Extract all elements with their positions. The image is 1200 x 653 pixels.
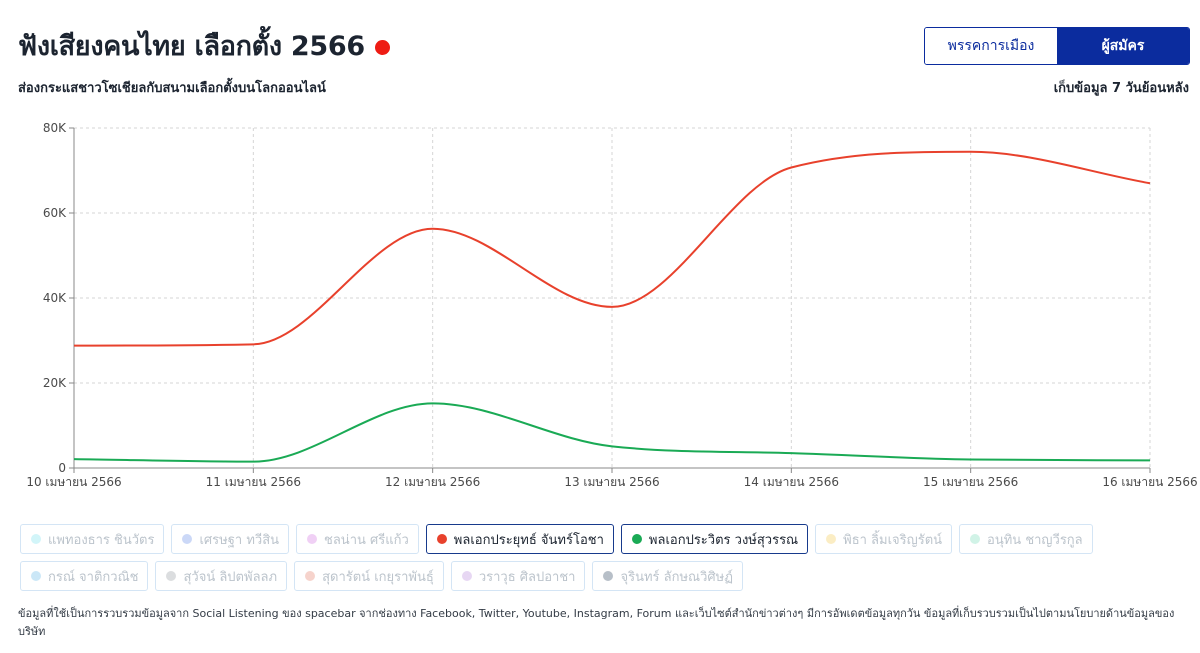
legend-chip[interactable]: จุรินทร์ ลักษณวิศิษฏ์ — [592, 561, 743, 591]
x-tick-label: 11 เมษายน 2566 — [206, 475, 301, 489]
line-chart: 0 20K 40K 60K 80K 10 เมษายน 2566 11 เมษายน 256… — [26, 121, 1197, 489]
candidate-tab-button[interactable]: ผู้สมัคร — [1057, 28, 1189, 64]
chart-axes — [69, 127, 1151, 473]
view-toggle: พรรคการเมือง ผู้สมัคร — [924, 27, 1190, 65]
legend-chip[interactable]: พิธา ลิ้มเจริญรัตน์ — [815, 524, 953, 554]
live-dot-icon — [374, 39, 390, 55]
chart-grid — [74, 127, 1151, 468]
legend-swatch-icon — [970, 534, 981, 544]
legend-swatch-icon — [603, 571, 614, 581]
x-tick-label: 12 เมษายน 2566 — [385, 475, 480, 489]
data-source-footnote: ข้อมูลที่ใช้เป็นการรวบรวมข้อมูลจาก Socia… — [18, 607, 1175, 638]
party-tab-button[interactable]: พรรคการเมือง — [925, 28, 1057, 64]
legend-label: ชลน่าน ศรีแก้ว — [324, 532, 409, 548]
legend-chip[interactable]: เศรษฐา ทวีสิน — [171, 524, 290, 554]
page-subtitle: ส่องกระแสชาวโซเชียลกับสนามเลือกตั้งบนโลก… — [18, 81, 326, 96]
candidate-legend: แพทองธาร ชินวัตร เศรษฐา ทวีสิน ชลน่าน ศรีแ… — [20, 524, 1190, 591]
chart-tick-labels: 0 20K 40K 60K 80K 10 เมษายน 2566 11 เมษายน 256… — [26, 121, 1197, 489]
page-title: ฟังเสียงคนไทย เลือกตั้ง 2566 — [18, 24, 390, 67]
x-tick-label: 10 เมษายน 2566 — [26, 475, 121, 489]
x-tick-label: 15 เมษายน 2566 — [923, 475, 1018, 489]
legend-chip[interactable]: พลเอกประยุทธ์ จันทร์โอชา — [425, 524, 614, 554]
legend-swatch-icon — [307, 534, 318, 544]
legend-label: สุวัจน์ ลิปตพัลลภ — [183, 569, 278, 585]
series-line-0 — [73, 150, 1151, 347]
x-tick-label: 13 เมษายน 2566 — [564, 475, 659, 489]
legend-label: จุรินทร์ ลักษณวิศิษฏ์ — [620, 569, 733, 585]
legend-chip[interactable]: อนุทิน ชาญวีรกูล — [959, 524, 1093, 554]
chart-series — [73, 150, 1151, 463]
legend-label: พิธา ลิ้มเจริญรัตน์ — [843, 532, 943, 548]
period-note: เก็บข้อมูล 7 วันย้อนหลัง — [1053, 81, 1189, 96]
legend-label: สุดารัตน์ เกยุราพันธุ์ — [322, 569, 434, 585]
legend-chip[interactable]: ชลน่าน ศรีแก้ว — [296, 524, 419, 554]
legend-chip[interactable]: สุวัจน์ ลิปตพัลลภ — [155, 561, 288, 591]
legend-chip[interactable]: แพทองธาร ชินวัตร — [20, 524, 165, 554]
x-tick-label: 16 เมษายน 2566 — [1102, 475, 1197, 489]
legend-label: อนุทิน ชาญวีรกูล — [987, 532, 1083, 548]
legend-chip[interactable]: สุดารัตน์ เกยุราพันธุ์ — [294, 561, 444, 591]
legend-swatch-icon — [31, 571, 41, 581]
y-tick-label: 40K — [43, 291, 67, 305]
legend-label: เศรษฐา ทวีสิน — [199, 532, 280, 548]
legend-chip[interactable]: พลเอกประวิตร วงษ์สุวรรณ — [620, 524, 809, 554]
legend-label: แพทองธาร ชินวัตร — [48, 532, 155, 548]
legend-swatch-icon — [305, 571, 316, 581]
legend-swatch-icon — [826, 534, 837, 544]
series-line-1 — [73, 402, 1151, 463]
legend-label: กรณ์ จาติกวณิช — [48, 569, 139, 585]
legend-chip[interactable]: วราวุธ ศิลปอาชา — [450, 561, 586, 591]
y-tick-label: 80K — [43, 121, 67, 135]
y-tick-label: 0 — [58, 461, 66, 475]
legend-label: วราวุธ ศิลปอาชา — [478, 569, 576, 585]
x-tick-label: 14 เมษายน 2566 — [744, 475, 839, 489]
legend-swatch-icon — [182, 534, 193, 544]
legend-chip[interactable]: กรณ์ จาติกวณิช — [20, 561, 149, 591]
legend-swatch-icon — [166, 571, 177, 581]
legend-swatch-icon — [631, 534, 642, 544]
legend-swatch-icon — [461, 571, 472, 581]
legend-label: พลเอกประยุทธ์ จันทร์โอชา — [453, 532, 604, 548]
legend-label: พลเอกประวิตร วงษ์สุวรรณ — [648, 532, 799, 548]
legend-swatch-icon — [31, 534, 41, 544]
legend-swatch-icon — [436, 534, 447, 544]
y-tick-label: 60K — [43, 206, 67, 220]
y-tick-label: 20K — [43, 376, 67, 390]
page-title-text: ฟังเสียงคนไทย เลือกตั้ง 2566 — [18, 31, 365, 62]
